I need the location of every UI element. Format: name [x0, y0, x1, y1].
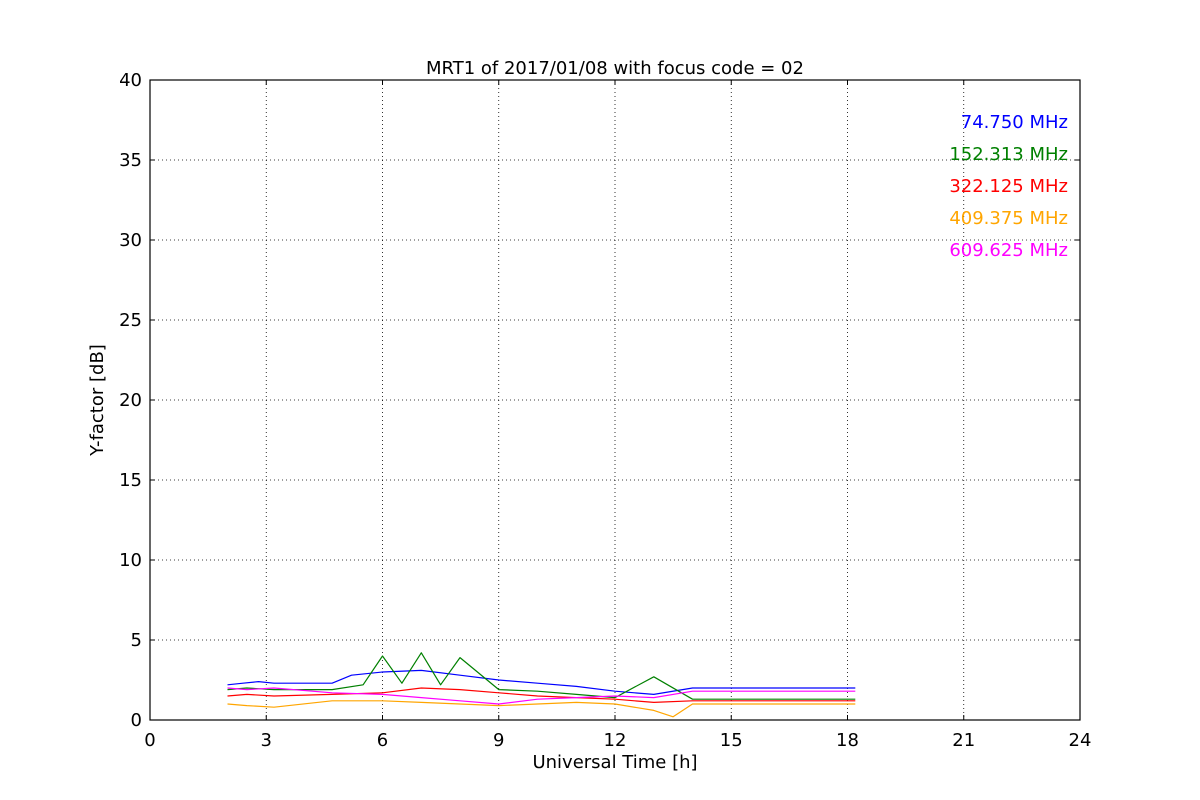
x-tick-label: 6	[377, 730, 388, 751]
y-tick-label: 0	[131, 710, 142, 731]
x-tick-label: 21	[952, 730, 975, 751]
legend-entry-0: 74.750 MHz	[961, 112, 1068, 133]
y-axis-title: Y-factor [dB]	[87, 344, 108, 457]
series-line-4	[227, 687, 856, 705]
y-tick-labels: 0 5 10 15 20 25 30 35 40	[119, 70, 142, 731]
legend-entry-3: 409.375 MHz	[949, 208, 1068, 229]
x-tick-labels: 0 3 6 9 12 15 18 21 24	[144, 730, 1091, 751]
x-axis-title: Universal Time [h]	[532, 752, 697, 773]
x-tick-label: 12	[604, 730, 627, 751]
legend-entry-1: 152.313 MHz	[949, 144, 1068, 165]
y-tick-label: 15	[119, 470, 142, 491]
legend-entry-2: 322.125 MHz	[949, 176, 1068, 197]
y-tick-label: 30	[119, 230, 142, 251]
legend: 74.750 MHz 152.313 MHz 322.125 MHz 409.375 …	[949, 112, 1068, 261]
chart-title: MRT1 of 2017/01/08 with focus code = 02	[426, 58, 804, 79]
x-tick-label: 15	[720, 730, 743, 751]
x-tick-label: 0	[144, 730, 155, 751]
y-tick-label: 5	[131, 630, 142, 651]
legend-entry-4: 609.625 MHz	[949, 240, 1068, 261]
x-tick-label: 3	[261, 730, 272, 751]
y-tick-label: 35	[119, 150, 142, 171]
ticks	[149, 79, 1081, 721]
grid	[150, 80, 1080, 720]
y-tick-label: 25	[119, 310, 142, 331]
y-tick-label: 20	[119, 390, 142, 411]
series-group	[227, 652, 856, 718]
series-line-2	[227, 687, 856, 704]
series-line-0	[227, 669, 856, 696]
y-tick-label: 10	[119, 550, 142, 571]
y-tick-label: 40	[119, 70, 142, 91]
x-tick-label: 24	[1069, 730, 1092, 751]
series-line-3	[227, 700, 856, 718]
x-tick-label: 9	[493, 730, 504, 751]
x-tick-label: 18	[836, 730, 859, 751]
series-line-1	[227, 652, 856, 700]
